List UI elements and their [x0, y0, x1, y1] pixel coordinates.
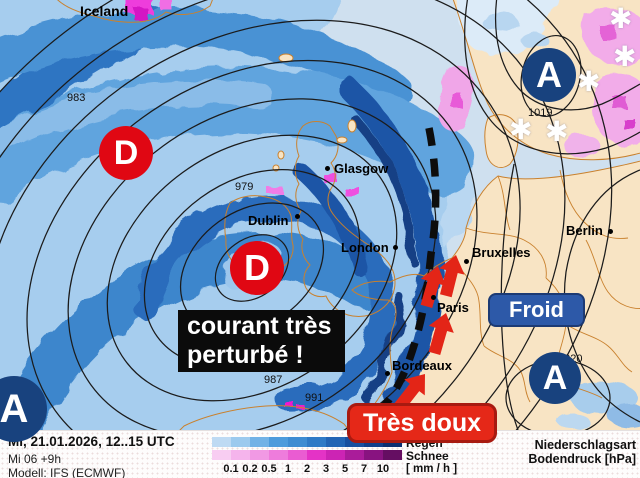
city-dot-glasgow [325, 166, 330, 171]
snow-legend-label: Schnee [406, 449, 449, 463]
precip-type-label: Niederschlagsart [534, 438, 636, 452]
snowflake-icon: ✱ [577, 66, 601, 97]
storm-note-line2: perturbé ! [187, 341, 304, 369]
isobar-label-983: 983 [67, 92, 86, 104]
snowflake-icon: ✱ [545, 116, 569, 147]
legend-tick: 2 [303, 463, 311, 475]
low-pressure-marker: D [99, 126, 153, 180]
city-dot-bruxelles [464, 259, 469, 264]
isobar-label-987: 987 [264, 374, 283, 386]
city-label-paris: Paris [437, 300, 469, 315]
storm-note-line1: courant très [187, 312, 332, 340]
isobar-label-1019: 1019 [528, 107, 553, 119]
city-label-london: London [341, 240, 389, 255]
city-label-bruxelles: Bruxelles [472, 245, 531, 260]
valid-time-text: Mi, 21.01.2026, 12..15 UTC [8, 434, 175, 449]
high-pressure-marker: A [529, 352, 581, 404]
legend-tick: 0.5 [261, 463, 277, 475]
wind-arrow [394, 374, 425, 411]
legend-tick: 7 [360, 463, 368, 475]
city-dot-berlin [608, 229, 613, 234]
city-label-berlin: Berlin [566, 223, 603, 238]
wind-arrow [428, 313, 454, 356]
city-dot-dublin [295, 214, 300, 219]
city-dot-london [393, 245, 398, 250]
surface-pressure-label: Bodendruck [hPa] [528, 452, 636, 466]
isobar-label-991: 991 [305, 392, 324, 404]
wind-arrow [420, 266, 446, 309]
legend-unit-label: [ mm / h ] [406, 463, 458, 475]
snow-legend-bar [212, 450, 402, 460]
city-label-glasgow: Glasgow [334, 161, 389, 176]
legend-tick: 0.1 [223, 463, 239, 475]
wind-arrow [439, 255, 465, 298]
coastline-layer [53, 0, 640, 430]
legend-tick: 1 [284, 463, 292, 475]
model-name-text: Modell: IFS (ECMWF) [8, 466, 126, 478]
snow-precipitation-layer [126, 0, 640, 409]
mild-annotation-box: Très doux [347, 403, 497, 443]
legend-tick: 5 [341, 463, 349, 475]
storm-note-box: courant très perturbé ! [178, 310, 345, 372]
snowflake-icon: ✱ [609, 3, 633, 34]
legend-tick: 0.2 [242, 463, 258, 475]
city-dot-paris [431, 295, 436, 300]
city-label-dublin: Dublin [248, 213, 289, 228]
city-label-bordeaux: Bordeaux [392, 358, 452, 373]
low-pressure-marker: D [230, 241, 284, 295]
isobar-label-979: 979 [235, 181, 254, 193]
region-label-iceland: Iceland [80, 3, 129, 19]
legend-tick: 3 [322, 463, 330, 475]
city-dot-bordeaux [385, 371, 390, 376]
legend-tick: 10 [376, 463, 390, 475]
wind-arrows [394, 255, 465, 411]
high-pressure-marker: A [522, 48, 576, 102]
info-footer-bar: Mi, 21.01.2026, 12..15 UTC Mi 06 +9h Mod… [0, 430, 640, 478]
snowflake-icon: ✱ [509, 114, 533, 145]
snowflake-icon: ✱ [613, 41, 637, 72]
cold-annotation-box: Froid [488, 293, 585, 327]
model-run-text: Mi 06 +9h [8, 452, 62, 466]
